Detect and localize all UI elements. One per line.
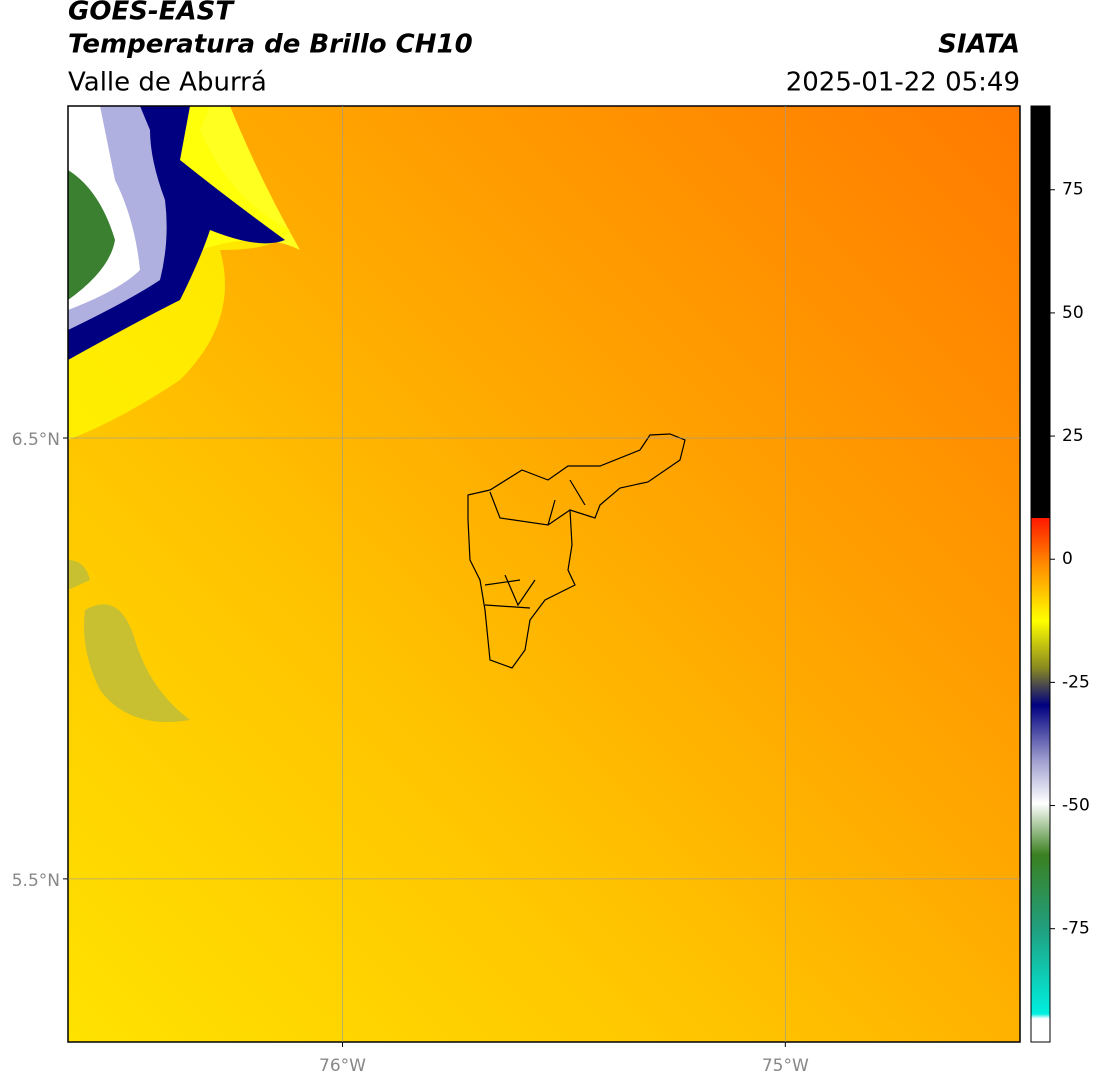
lon-tick-label: 75°W	[762, 1056, 809, 1076]
source: SIATA	[938, 30, 1020, 60]
subtitle: Temperatura de Brillo CH10	[68, 30, 473, 60]
imagery	[68, 106, 1020, 1042]
colorbar-tick-label: -50	[1062, 796, 1090, 816]
lat-tick-label: 5.5°N	[12, 871, 60, 891]
lat-tick-label: 6.5°N	[12, 430, 60, 450]
colorbar-tick-label: -25	[1062, 672, 1090, 692]
map-frame	[67, 105, 1021, 1043]
lon-tick-label: 76°W	[319, 1056, 366, 1076]
colorbar-tick-label: 75	[1062, 180, 1084, 200]
colorbar-tick-label: 25	[1062, 426, 1084, 446]
colorbar-tick-label: -75	[1062, 919, 1090, 939]
title: GOES-EAST	[68, 0, 235, 27]
valley-outline	[467, 433, 686, 669]
region: Valle de Aburrá	[68, 68, 267, 98]
datetime: 2025-01-22 05:49	[786, 68, 1020, 98]
colorbar	[1030, 105, 1051, 1043]
colorbar-tick-label: 0	[1062, 549, 1073, 569]
colorbar-tick-label: 50	[1062, 303, 1084, 323]
